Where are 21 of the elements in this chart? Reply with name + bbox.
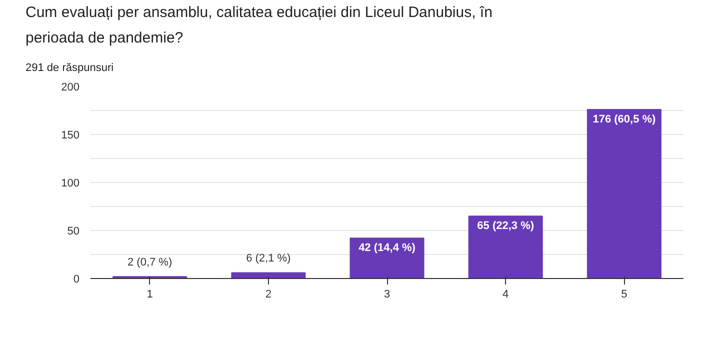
data-label: 6 (2,1 %) [246, 252, 291, 265]
x-tick-label: 4 [502, 288, 509, 300]
x-tick-label: 3 [384, 288, 390, 300]
bar [586, 109, 662, 278]
data-label: 176 (60,5 %) [592, 114, 656, 126]
bar [350, 238, 424, 278]
x-tick-label: 5 [621, 288, 628, 300]
y-tick-label: 50 [67, 226, 80, 238]
bar [468, 216, 543, 278]
data-label: 65 (22,3 %) [477, 220, 534, 232]
y-tick-label: 200 [61, 82, 80, 94]
bar [231, 272, 306, 278]
chart-title: Cum evaluați per ansamblu, calitatea educației din Liceul Danubius, în perioada de pandemie? [26, 4, 492, 46]
y-tick-label: 100 [61, 178, 80, 190]
chart-subtitle: 291 de răspunsuri [26, 62, 114, 74]
x-tick-label: 2 [265, 288, 272, 300]
data-label: 42 (14,4 %) [358, 242, 416, 254]
data-label: 2 (0,7 %) [127, 256, 172, 269]
x-tick-label: 1 [146, 288, 153, 300]
y-tick-label: 150 [61, 130, 80, 142]
y-tick-label: 0 [73, 274, 80, 286]
